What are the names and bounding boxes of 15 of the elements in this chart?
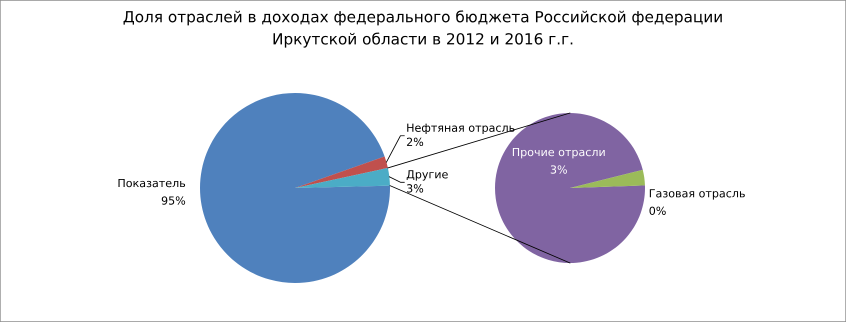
slice-label: Показатель	[118, 178, 186, 188]
pie-slice	[570, 170, 645, 188]
chart-title: Доля отраслей в доходах федерального бюджета Российской федерации Иркутской области в 2012 и 2016 г.г.	[124, 10, 722, 48]
pie-slice	[295, 168, 390, 188]
pie-slice	[200, 93, 390, 283]
data-label: 2%	[406, 138, 424, 146]
data-label: 3%	[550, 165, 567, 174]
pie-slice	[295, 156, 388, 188]
slice-label: Нефтяная отрасль	[407, 124, 515, 134]
slice-label: Прочие отрасли	[512, 148, 605, 158]
data-label: 0%	[649, 206, 666, 215]
slice-label: Газовая отрасль	[650, 189, 745, 200]
data-label: 95%	[162, 196, 186, 205]
data-label: 3%	[406, 184, 424, 193]
slice-label: Другие	[406, 170, 448, 181]
